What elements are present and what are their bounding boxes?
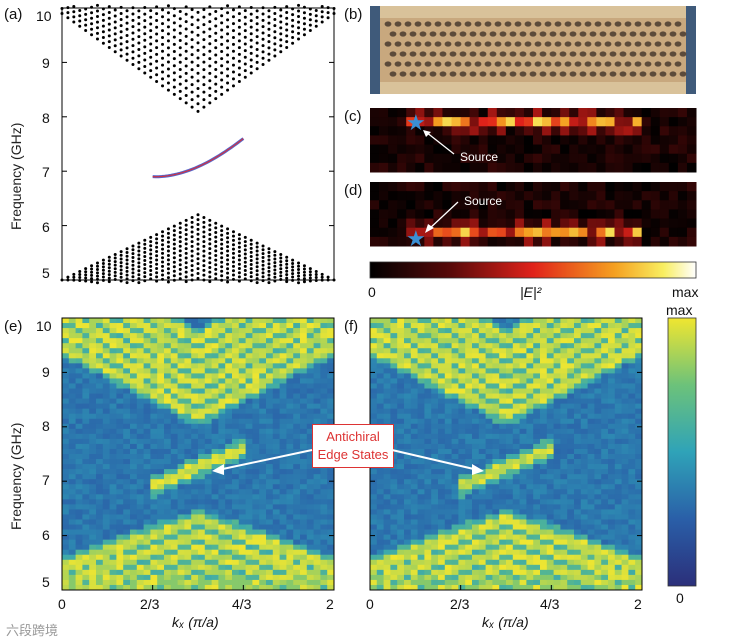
colorbar-label: |E|² [520,284,542,300]
y-tick: 5 [42,574,50,590]
colorbar-right-max: max [666,302,693,318]
y-tick: 10 [36,318,52,334]
y-tick: 9 [42,55,50,71]
sample-photo [370,6,696,94]
field-map-d [370,182,697,247]
source-arrow-c [423,130,455,155]
y-tick: 7 [42,164,50,180]
heatmap-f [369,317,643,591]
watermark: 六段跨境 [6,623,59,638]
colorbar-right-min: 0 [676,590,684,606]
x-tick: 4/3 [540,596,560,612]
star-icon: ★ [406,226,426,251]
colorbar-min: 0 [368,284,376,300]
x-tick: 2/3 [450,596,470,612]
heatmap-e [61,317,335,591]
y-tick: 5 [42,265,50,281]
panel-label-f: (f) [344,318,359,335]
y-tick: 10 [36,8,52,24]
field-map-c [370,108,697,173]
y-tick: 8 [42,110,50,126]
colorbar-heat [369,261,697,279]
panel-label-d: (d) [344,182,363,199]
antichiral-callout: Antichiral Edge States [312,424,394,468]
panel-label-e: (e) [4,318,23,335]
source-arrow-d [425,201,459,233]
y-tick: 9 [42,364,50,380]
x-axis-label-f: kₓ (π/a) [482,614,529,630]
y-tick: 6 [42,527,50,543]
x-tick: 2 [326,596,334,612]
callout-line2: Edge States [317,447,389,462]
x-tick: 4/3 [232,596,252,612]
x-axis-label-e: kₓ (π/a) [172,614,219,630]
colorbar-max: max [672,284,699,300]
panel-label-a: (a) [4,6,23,23]
x-tick: 2 [634,596,642,612]
star-icon: ★ [406,110,426,135]
source-label-c: Source [460,150,499,164]
y-tick: 6 [42,219,50,235]
y-tick: 8 [42,418,50,434]
x-tick: 2/3 [140,596,160,612]
x-tick: 0 [58,596,66,612]
y-tick: 7 [42,472,50,488]
panel-label-c: (c) [344,108,362,125]
x-tick: 0 [366,596,374,612]
colorbar-viridis [667,317,697,587]
panel-label-b: (b) [344,6,363,23]
callout-line1: Antichiral [326,429,380,444]
source-label-d: Source [464,194,503,208]
band-structure-plot [60,3,336,285]
